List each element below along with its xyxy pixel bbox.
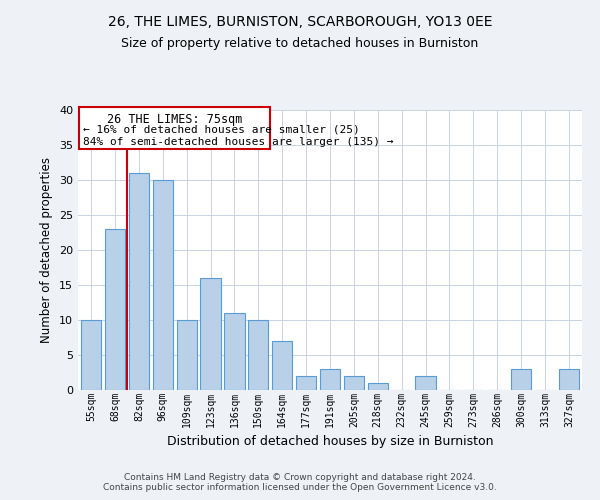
Bar [200, 278, 221, 390]
Bar [296, 376, 316, 390]
Text: 26, THE LIMES, BURNISTON, SCARBOROUGH, YO13 0EE: 26, THE LIMES, BURNISTON, SCARBOROUGH, Y… [108, 15, 492, 29]
Bar [272, 341, 292, 390]
FancyBboxPatch shape [79, 106, 270, 148]
Text: Contains HM Land Registry data © Crown copyright and database right 2024.
Contai: Contains HM Land Registry data © Crown c… [103, 473, 497, 492]
Bar [559, 369, 579, 390]
Bar [176, 320, 197, 390]
Text: Size of property relative to detached houses in Burniston: Size of property relative to detached ho… [121, 38, 479, 51]
Text: 84% of semi-detached houses are larger (135) →: 84% of semi-detached houses are larger (… [83, 136, 393, 146]
Bar [248, 320, 268, 390]
Bar [320, 369, 340, 390]
Bar [152, 180, 173, 390]
Text: 26 THE LIMES: 75sqm: 26 THE LIMES: 75sqm [107, 114, 242, 126]
Bar [224, 313, 245, 390]
Bar [511, 369, 531, 390]
Text: ← 16% of detached houses are smaller (25): ← 16% of detached houses are smaller (25… [83, 124, 359, 134]
Y-axis label: Number of detached properties: Number of detached properties [40, 157, 53, 343]
Bar [81, 320, 101, 390]
X-axis label: Distribution of detached houses by size in Burniston: Distribution of detached houses by size … [167, 435, 493, 448]
Bar [368, 383, 388, 390]
Bar [344, 376, 364, 390]
Bar [105, 229, 125, 390]
Bar [415, 376, 436, 390]
Bar [129, 173, 149, 390]
